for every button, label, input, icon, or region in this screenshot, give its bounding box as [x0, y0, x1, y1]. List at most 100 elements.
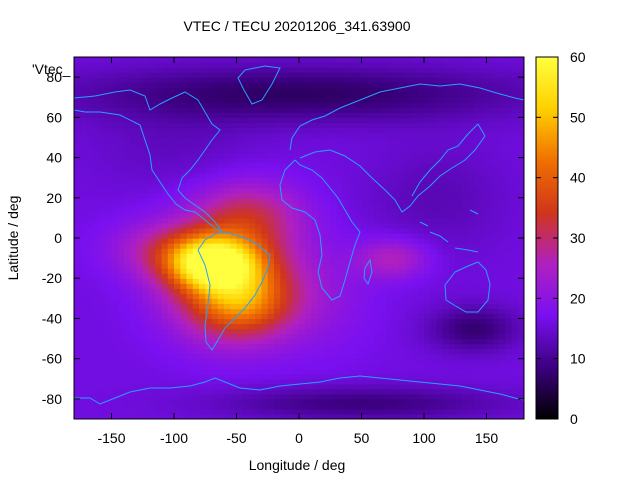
heatmap-cell: [511, 97, 519, 103]
heatmap-cell: [130, 383, 138, 390]
heatmap-cell: [349, 152, 356, 159]
heatmap-cell: [99, 137, 106, 144]
heatmap-cell: [374, 127, 381, 134]
heatmap-cell: [155, 363, 163, 370]
heatmap-cell: [80, 152, 88, 159]
heatmap-cell: [511, 222, 519, 229]
heatmap-cell: [286, 258, 294, 264]
heatmap-cell: [499, 152, 506, 159]
heatmap-cell: [205, 313, 213, 320]
heatmap-cell: [492, 142, 500, 149]
heatmap-cell: [367, 348, 375, 355]
heatmap-cell: [399, 318, 406, 325]
heatmap-cell: [474, 107, 481, 113]
heatmap-cell: [211, 197, 219, 204]
heatmap-cell: [180, 253, 188, 259]
heatmap-cell: [261, 283, 269, 289]
heatmap-cell: [517, 253, 524, 259]
heatmap-cell: [486, 127, 494, 134]
heatmap-cell: [136, 162, 144, 169]
heatmap-cell: [442, 132, 450, 139]
heatmap-cell: [286, 222, 294, 229]
heatmap-cell: [292, 172, 300, 179]
heatmap-cell: [230, 338, 238, 345]
heatmap-cell: [224, 197, 231, 204]
heatmap-cell: [486, 343, 494, 350]
heatmap-cell: [174, 162, 181, 169]
heatmap-cell: [311, 293, 319, 299]
heatmap-cell: [367, 172, 375, 179]
heatmap-cell: [436, 303, 444, 309]
heatmap-cell: [392, 217, 400, 224]
heatmap-cell: [486, 172, 494, 179]
heatmap-cell: [199, 283, 206, 289]
heatmap-cell: [155, 122, 163, 128]
heatmap-cell: [405, 378, 413, 385]
heatmap-cell: [105, 338, 113, 345]
heatmap-cell: [99, 373, 106, 380]
heatmap-cell: [392, 112, 400, 118]
heatmap-cell: [311, 328, 319, 335]
heatmap-cell: [299, 227, 306, 234]
heatmap-cell: [99, 192, 106, 199]
heatmap-cell: [136, 318, 144, 325]
heatmap-cell: [261, 298, 269, 304]
heatmap-cell: [167, 373, 175, 380]
heatmap-cell: [336, 288, 344, 294]
heatmap-cell: [405, 172, 413, 179]
heatmap-cell: [80, 82, 88, 88]
heatmap-cell: [392, 197, 400, 204]
heatmap-cell: [124, 248, 131, 254]
heatmap-cell: [449, 202, 456, 209]
heatmap-cell: [80, 222, 88, 229]
heatmap-cell: [155, 263, 163, 269]
heatmap-cell: [242, 137, 250, 144]
heatmap-cell: [511, 187, 519, 194]
heatmap-cell: [105, 363, 113, 370]
heatmap-cell: [136, 398, 144, 405]
heatmap-cell: [80, 232, 88, 239]
heatmap-cell: [499, 142, 506, 149]
heatmap-cell: [461, 338, 469, 345]
heatmap-cell: [505, 142, 513, 149]
heatmap-cell: [211, 207, 219, 214]
heatmap-cell: [205, 72, 213, 78]
heatmap-cell: [280, 142, 288, 149]
heatmap-cell: [199, 338, 206, 345]
heatmap-cell: [105, 263, 113, 269]
heatmap-cell: [517, 82, 524, 88]
heatmap-cell: [180, 263, 188, 269]
heatmap-cell: [230, 162, 238, 169]
heatmap-cell: [230, 403, 238, 410]
heatmap-cell: [217, 288, 225, 294]
heatmap-cell: [217, 192, 225, 199]
heatmap-cell: [205, 162, 213, 169]
heatmap-cell: [174, 87, 181, 93]
heatmap-cell: [424, 403, 431, 410]
heatmap-cell: [267, 207, 275, 214]
heatmap-cell: [486, 77, 494, 83]
heatmap-cell: [167, 77, 175, 83]
heatmap-cell: [249, 197, 256, 204]
heatmap-cell: [349, 328, 356, 335]
heatmap-cell: [311, 112, 319, 118]
heatmap-cell: [486, 97, 494, 103]
heatmap-cell: [317, 338, 325, 345]
heatmap-cell: [436, 177, 444, 184]
heatmap-cell: [317, 117, 325, 123]
heatmap-cell: [380, 142, 388, 149]
heatmap-cell: [192, 253, 200, 259]
heatmap-cell: [511, 117, 519, 123]
heatmap-cell: [299, 157, 306, 164]
heatmap-cell: [92, 248, 100, 254]
heatmap-cell: [155, 232, 163, 239]
heatmap-cell: [130, 333, 138, 340]
heatmap-cell: [211, 162, 219, 169]
heatmap-cell: [186, 238, 194, 244]
heatmap-cell: [499, 232, 506, 239]
heatmap-cell: [349, 117, 356, 123]
heatmap-cell: [180, 107, 188, 113]
heatmap-cell: [299, 328, 306, 335]
heatmap-cell: [205, 243, 213, 249]
heatmap-cell: [505, 373, 513, 380]
